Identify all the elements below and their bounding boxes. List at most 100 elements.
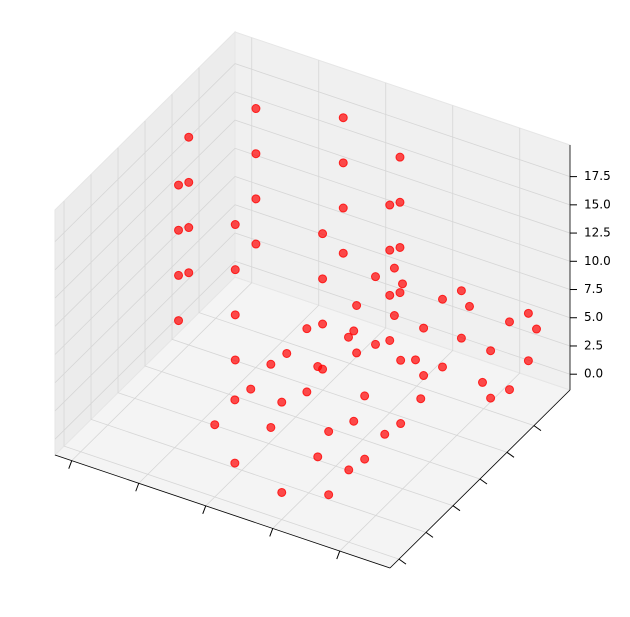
point [324, 490, 334, 500]
point [302, 387, 312, 397]
x-axis-line [54, 454, 391, 569]
point [395, 197, 405, 207]
point [456, 333, 466, 343]
point [282, 348, 292, 358]
y-axis-line [389, 389, 571, 569]
point [385, 245, 395, 255]
z-tick-label: 10.0 [584, 254, 611, 268]
point [184, 132, 194, 142]
z-tick-label: 2.5 [584, 338, 603, 352]
point [210, 420, 220, 430]
point [251, 149, 261, 159]
grid-line [54, 63, 571, 242]
point [523, 356, 533, 366]
point [230, 355, 240, 365]
point [313, 362, 323, 372]
point [266, 359, 276, 369]
grid-line [63, 201, 400, 560]
grid-line [144, 121, 481, 480]
point [396, 355, 406, 365]
point [419, 323, 429, 333]
grid-line [272, 105, 454, 529]
point [352, 301, 362, 311]
x-tick [68, 460, 73, 469]
point [389, 263, 399, 273]
point [505, 385, 514, 395]
point [385, 290, 395, 300]
grid-line [205, 82, 387, 507]
z-tick-label: 0.0 [584, 367, 603, 381]
x-tick [135, 483, 140, 492]
point [230, 220, 240, 230]
x-tick [202, 505, 207, 515]
point [230, 265, 240, 275]
point [371, 272, 380, 282]
point [324, 426, 334, 436]
point [174, 270, 184, 280]
z-tick-label: 7.5 [584, 282, 603, 296]
point [184, 223, 194, 233]
point [349, 326, 359, 336]
grid-line [54, 232, 571, 412]
point [277, 487, 287, 497]
z-tick-label: 12.5 [584, 226, 611, 240]
point [344, 332, 353, 342]
point [338, 113, 348, 123]
point [360, 391, 370, 401]
point [380, 429, 390, 439]
point [230, 310, 240, 320]
z-tick-label: 15.0 [584, 197, 611, 211]
point [277, 397, 287, 407]
point [486, 346, 496, 356]
y-tick [479, 478, 488, 485]
point [505, 317, 514, 327]
grid-line [339, 128, 521, 552]
point [352, 348, 362, 358]
point [396, 419, 406, 429]
point [416, 394, 426, 404]
grid-line [54, 147, 571, 327]
point [266, 422, 276, 432]
point [318, 319, 328, 329]
y-tick [398, 558, 407, 565]
point [318, 229, 328, 239]
point [313, 452, 323, 462]
point [302, 324, 312, 334]
point [338, 203, 348, 213]
point [360, 454, 370, 464]
y-tick [452, 505, 461, 512]
point [230, 395, 240, 405]
grid-line [138, 60, 320, 484]
grid-line [90, 174, 427, 533]
point [389, 311, 399, 321]
point [251, 239, 261, 249]
point [385, 200, 395, 210]
point [349, 416, 359, 426]
grid-line [54, 91, 571, 271]
point [251, 104, 261, 114]
point [395, 152, 405, 162]
point [456, 286, 466, 296]
point [174, 225, 184, 235]
grid-line [71, 37, 253, 461]
y-tick [425, 531, 434, 538]
point [438, 294, 447, 304]
point [344, 465, 354, 475]
point [395, 288, 405, 298]
y-tick [506, 451, 515, 458]
point [523, 308, 533, 318]
point [251, 194, 261, 204]
grid-line [171, 94, 508, 453]
point [338, 248, 348, 258]
point [230, 458, 240, 468]
point [411, 355, 420, 365]
point [371, 339, 380, 349]
grid-line [54, 176, 571, 355]
y-tick [533, 425, 542, 432]
point [486, 393, 496, 403]
point [246, 384, 256, 394]
point [419, 371, 429, 381]
point [174, 180, 184, 190]
grid-line [198, 67, 535, 426]
